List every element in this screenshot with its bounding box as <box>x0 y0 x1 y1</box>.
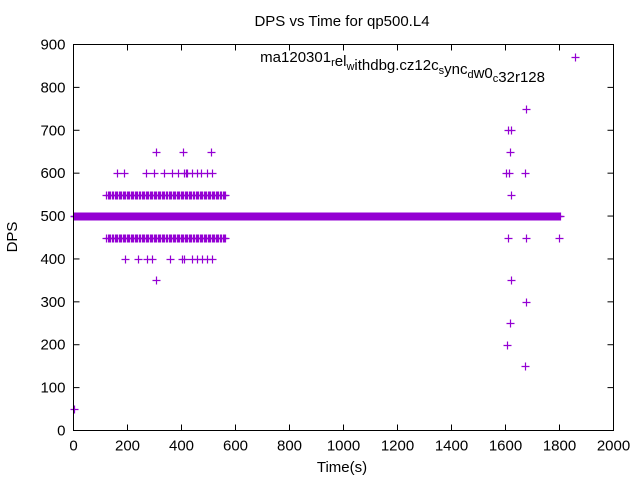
data-point <box>208 169 217 178</box>
data-point <box>70 405 79 414</box>
x-tick-label: 800 <box>277 438 302 455</box>
data-point <box>556 212 565 221</box>
data-point <box>160 169 169 178</box>
data-point <box>180 255 189 264</box>
data-point <box>166 255 175 264</box>
data-point <box>521 362 530 371</box>
x-tick-label: 1600 <box>489 438 522 455</box>
data-point <box>113 169 122 178</box>
chart-title: DPS vs Time for qp500.L4 <box>254 13 429 30</box>
data-point <box>152 148 161 157</box>
data-point <box>121 255 130 264</box>
data-point <box>522 105 531 114</box>
x-tick-label: 1400 <box>435 438 468 455</box>
data-point <box>507 191 516 200</box>
x-tick-label: 400 <box>169 438 194 455</box>
y-tick-label: 800 <box>40 79 65 96</box>
data-point <box>522 298 531 307</box>
x-axis-label: Time(s) <box>317 459 367 476</box>
y-tick-label: 500 <box>40 208 65 225</box>
x-tick-label: 0 <box>69 438 77 455</box>
y-tick-label: 300 <box>40 294 65 311</box>
data-point <box>152 276 161 285</box>
x-tick-label: 200 <box>115 438 140 455</box>
x-tick-label: 2000 <box>597 438 630 455</box>
data-point <box>555 234 564 243</box>
data-point <box>221 191 230 200</box>
legend-key-sample <box>571 53 580 62</box>
data-point <box>507 126 516 135</box>
data-point <box>221 234 230 243</box>
x-tick-label: 1800 <box>543 438 576 455</box>
y-axis-label: DPS <box>4 222 21 253</box>
legend-key-cross <box>571 53 580 62</box>
x-tick-label: 1000 <box>327 438 360 455</box>
data-point <box>522 234 531 243</box>
x-tick-label: 600 <box>223 438 248 455</box>
data-point <box>506 148 515 157</box>
y-tick-label: 100 <box>40 380 65 397</box>
plot-border <box>73 44 614 431</box>
data-point <box>503 341 512 350</box>
y-tick-label: 200 <box>40 337 65 354</box>
x-tick-label: 1200 <box>381 438 414 455</box>
y-tick-label: 400 <box>40 251 65 268</box>
data-point <box>507 276 516 285</box>
y-tick-label: 0 <box>57 423 65 440</box>
data-point <box>148 255 157 264</box>
data-point <box>208 255 217 264</box>
y-tick-label: 600 <box>40 165 65 182</box>
legend-entry-label: ma120301relwithdbg.cz12csyncdw0c32r128 <box>260 49 545 86</box>
data-point <box>120 169 129 178</box>
axis-ticks: 0 200 400 600 800 1000 1200 1400 1600 1800 2000 0 10… <box>40 37 630 455</box>
data-point <box>142 169 151 178</box>
data-point <box>504 234 513 243</box>
y-tick-label: 700 <box>40 122 65 139</box>
data-point <box>505 169 514 178</box>
data-point <box>179 148 188 157</box>
data-point <box>506 319 515 328</box>
y-tick-label: 900 <box>40 37 65 54</box>
data-point <box>150 169 159 178</box>
data-points <box>70 105 565 414</box>
data-point <box>207 148 216 157</box>
data-point <box>521 169 530 178</box>
data-point <box>134 255 143 264</box>
